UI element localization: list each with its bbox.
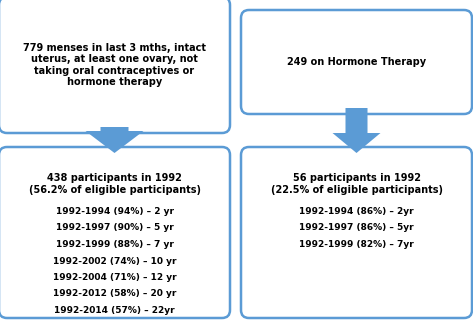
Text: 1992-2014 (57%) – 22yr: 1992-2014 (57%) – 22yr: [54, 306, 175, 315]
Text: 779 menses in last 3 mths, intact
uterus, at least one ovary, not
taking oral co: 779 menses in last 3 mths, intact uterus…: [23, 43, 206, 87]
Text: 1992-1999 (82%) – 7yr: 1992-1999 (82%) – 7yr: [299, 240, 414, 249]
Text: 1992-2002 (74%) – 10 yr: 1992-2002 (74%) – 10 yr: [53, 257, 176, 266]
Text: 1992-2004 (71%) – 12 yr: 1992-2004 (71%) – 12 yr: [53, 273, 176, 282]
Text: 1992-1994 (94%) – 2 yr: 1992-1994 (94%) – 2 yr: [55, 207, 174, 216]
Polygon shape: [86, 127, 143, 153]
FancyBboxPatch shape: [0, 0, 230, 133]
Text: 1992-2012 (58%) – 20 yr: 1992-2012 (58%) – 20 yr: [53, 290, 176, 299]
Text: 1992-1997 (90%) – 5 yr: 1992-1997 (90%) – 5 yr: [56, 223, 174, 233]
Text: 438 participants in 1992
(56.2% of eligible participants): 438 participants in 1992 (56.2% of eligi…: [28, 173, 201, 195]
Polygon shape: [333, 108, 380, 153]
FancyBboxPatch shape: [241, 147, 472, 318]
FancyBboxPatch shape: [241, 10, 472, 114]
Text: 56 participants in 1992
(22.5% of eligible participants): 56 participants in 1992 (22.5% of eligib…: [271, 173, 443, 195]
FancyBboxPatch shape: [0, 147, 230, 318]
Text: 249 on Hormone Therapy: 249 on Hormone Therapy: [287, 57, 426, 67]
Text: 1992-1997 (86%) – 5yr: 1992-1997 (86%) – 5yr: [299, 223, 414, 233]
Text: 1992-1994 (86%) – 2yr: 1992-1994 (86%) – 2yr: [299, 207, 414, 216]
Text: 1992-1999 (88%) – 7 yr: 1992-1999 (88%) – 7 yr: [55, 240, 174, 249]
